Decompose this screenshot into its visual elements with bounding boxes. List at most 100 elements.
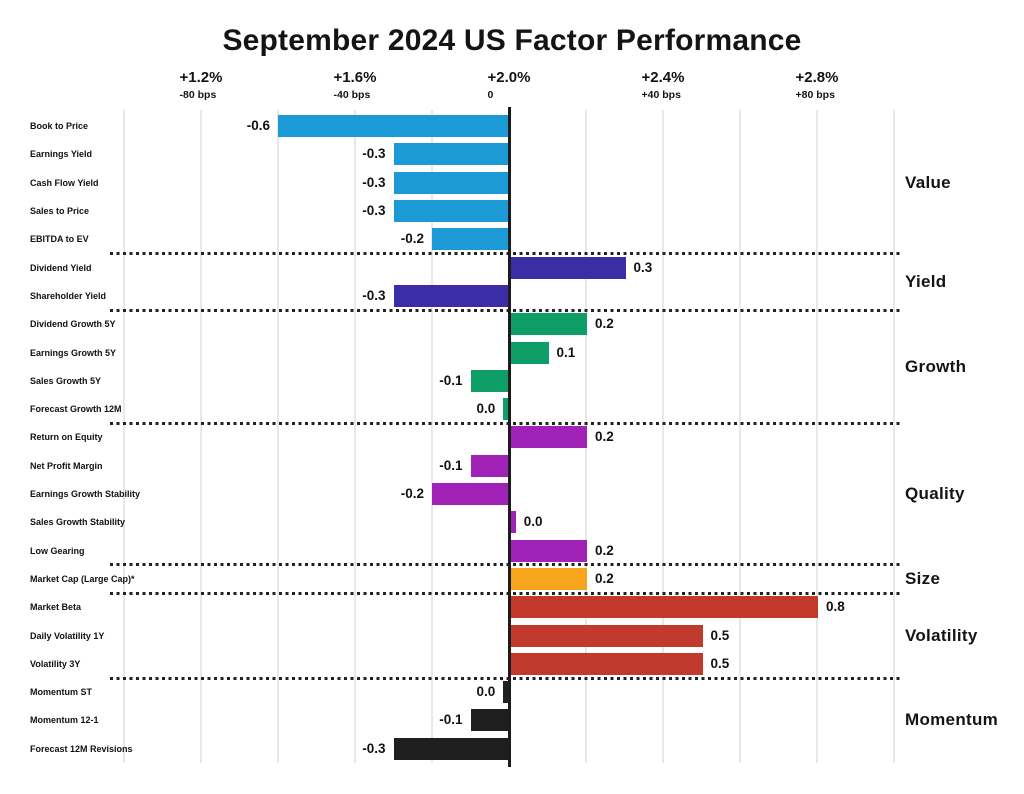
axis-bps-label: -40 bps (333, 89, 371, 101)
value-label: 0.5 (710, 655, 730, 671)
factor-label: Forecast Growth 12M (30, 404, 122, 415)
gridline (200, 110, 202, 763)
gridline (816, 110, 818, 763)
group-label: Size (905, 568, 941, 588)
factor-bar (510, 426, 587, 449)
group-label: Yield (905, 271, 947, 291)
factor-label: Book to Price (30, 121, 89, 132)
axis-tick: +1.6% -40 bps (334, 70, 377, 101)
factor-bar (393, 737, 509, 760)
axis-tick: +2.0% 0 (488, 70, 531, 101)
value-label: -0.2 (400, 231, 424, 247)
value-label: -0.3 (362, 740, 386, 756)
factor-bar (503, 398, 509, 421)
group-label: Value (905, 172, 951, 192)
factor-label: Return on Equity (30, 432, 103, 443)
value-label: 0.0 (476, 401, 496, 417)
factor-label: Earnings Growth Stability (30, 489, 141, 500)
gridline (123, 110, 125, 763)
factor-label: Cash Flow Yield (30, 177, 99, 188)
factor-bar (432, 228, 509, 251)
section-divider (110, 563, 902, 567)
axis-percent-label: +2.0% (487, 69, 531, 86)
factor-label: Sales to Price (30, 206, 90, 217)
factor-label: Earnings Growth 5Y (30, 347, 117, 358)
value-label: 0.3 (633, 259, 653, 275)
group-label: Growth (905, 356, 967, 376)
factor-bar (510, 341, 549, 364)
value-label: 0.8 (826, 599, 845, 615)
gridline (662, 110, 664, 763)
factor-bar (470, 454, 509, 477)
factor-bar (503, 681, 509, 704)
factor-label: Net Profit Margin (30, 460, 103, 471)
factor-bar (510, 256, 626, 279)
axis-tick: +2.8% +80 bps (796, 70, 839, 101)
factor-label: Dividend Yield (30, 262, 92, 273)
factor-label: Dividend Growth 5Y (30, 319, 116, 330)
group-label: Momentum (905, 710, 999, 730)
axis-percent-label: +2.8% (795, 69, 839, 86)
factor-label: Volatility 3Y (30, 658, 81, 669)
factor-bar (470, 709, 509, 732)
axis-percent-label: +2.4% (641, 69, 685, 86)
value-label: -0.1 (439, 457, 463, 473)
factor-bar (393, 143, 509, 166)
factor-bar (510, 596, 818, 619)
value-label: 0.0 (476, 684, 496, 700)
section-divider (110, 676, 902, 680)
factor-bar (393, 284, 509, 307)
value-label: -0.1 (439, 712, 463, 728)
factor-label: Market Beta (30, 602, 82, 613)
gridline (354, 110, 356, 763)
value-label: -0.1 (439, 372, 463, 388)
value-label: -0.3 (362, 174, 386, 190)
axis-bps-label: 0 (487, 89, 494, 101)
gridline (277, 110, 279, 763)
axis-bps-label: -80 bps (179, 89, 217, 101)
gridline (893, 110, 895, 763)
axis-tick: +1.2% -80 bps (180, 70, 223, 101)
value-label: 0.2 (595, 316, 614, 332)
axis-bps-label: +80 bps (795, 89, 835, 101)
factor-label: Sales Growth Stability (30, 517, 126, 528)
section-divider (110, 591, 902, 595)
value-label: 0.2 (595, 570, 614, 586)
factor-bar (432, 483, 509, 506)
factor-label: Momentum ST (30, 687, 92, 698)
chart-title: September 2024 US Factor Performance (222, 24, 802, 57)
group-label: Quality (905, 484, 965, 504)
factor-label: Sales Growth 5Y (30, 375, 102, 386)
factor-bar (510, 652, 703, 675)
factor-bar (278, 115, 509, 138)
axis-tick: +2.4% +40 bps (642, 70, 685, 101)
factor-bar (470, 369, 509, 392)
factor-bar (510, 567, 587, 590)
factor-bar (510, 624, 703, 647)
value-label: -0.2 (400, 486, 424, 502)
axis-percent-label: +1.6% (333, 69, 377, 86)
factor-label: Forecast 12M Revisions (30, 743, 133, 754)
value-label: 0.2 (595, 429, 614, 445)
value-label: 0.1 (556, 344, 576, 360)
value-label: 0.2 (595, 542, 614, 558)
value-label: -0.3 (362, 203, 386, 219)
factor-bar (510, 511, 516, 534)
value-label: 0.0 (523, 514, 543, 530)
value-label: 0.5 (710, 627, 730, 643)
factor-label: Shareholder Yield (30, 290, 107, 301)
factor-label: Daily Volatility 1Y (30, 630, 105, 641)
factor-label: Earnings Yield (30, 149, 93, 160)
section-divider (110, 308, 902, 312)
section-divider (110, 421, 902, 425)
factor-label: Market Cap (Large Cap)* (30, 573, 135, 584)
factor-label: EBITDA to EV (30, 234, 89, 245)
value-label: -0.3 (362, 146, 386, 162)
factor-label: Momentum 12-1 (30, 715, 99, 726)
zero-axis-line (507, 107, 511, 767)
section-divider (110, 252, 902, 255)
axis-bps-label: +40 bps (641, 89, 681, 101)
axis-percent-label: +1.2% (179, 69, 223, 86)
gridline (739, 110, 741, 763)
